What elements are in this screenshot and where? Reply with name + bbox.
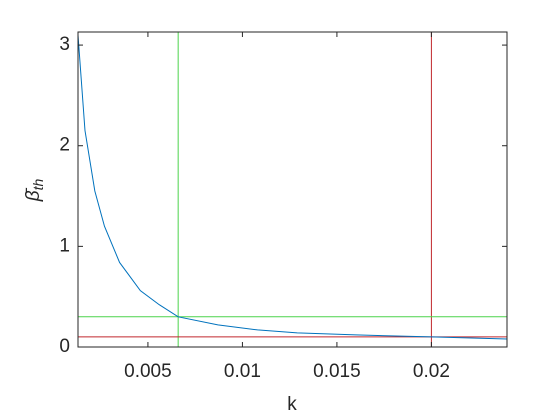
y-tick-label: 0 — [59, 336, 70, 357]
x-axis-label: k — [287, 394, 297, 415]
x-tick-label: 0.02 — [413, 361, 450, 382]
x-tick-label: 0.015 — [313, 361, 361, 382]
line-series — [77, 34, 508, 340]
y-axis-label: β̄th — [23, 179, 46, 203]
axes-box — [77, 31, 508, 348]
y-label-symbol: β̄ — [23, 187, 44, 202]
x-tick-label: 0.01 — [224, 361, 261, 382]
y-tick-label: 3 — [59, 34, 70, 55]
y-label-subscript: th — [30, 179, 46, 191]
x-tick-label: 0.005 — [124, 361, 172, 382]
y-tick-label: 1 — [59, 235, 70, 256]
y-tick-label: 2 — [59, 135, 70, 156]
